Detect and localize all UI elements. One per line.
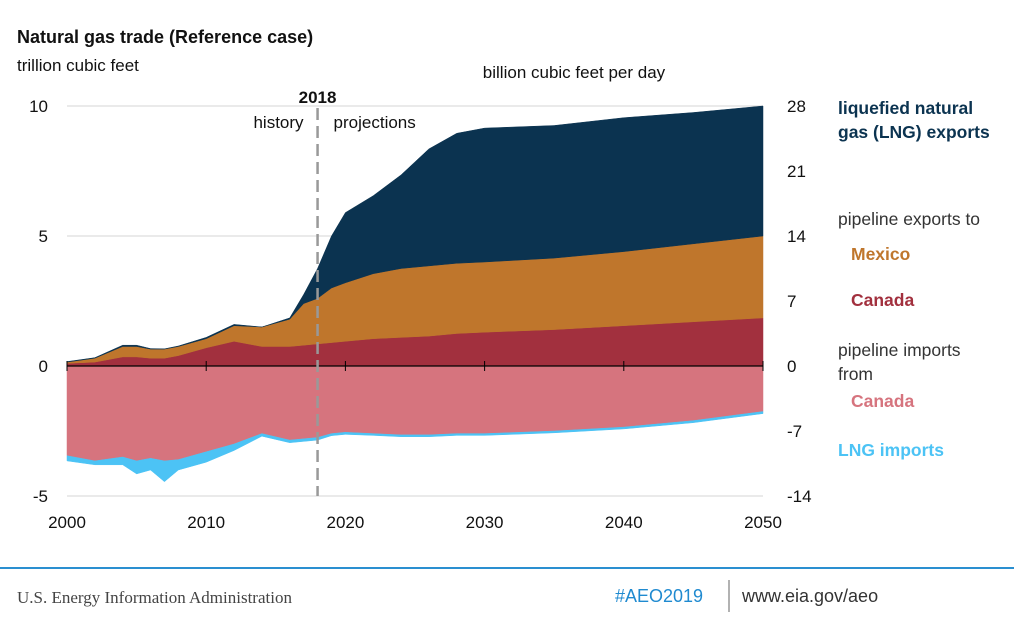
legend-entry: Canada	[851, 290, 915, 310]
legend-entry: liquefied natural gas (LNG) exports	[838, 98, 990, 142]
x-tick-label: 2010	[187, 513, 225, 532]
divider-label: 2018	[299, 88, 337, 107]
y2-tick-label: 14	[787, 227, 806, 246]
legend-entry: LNG imports	[838, 440, 944, 460]
y2-tick-label: 28	[787, 97, 806, 116]
x-tick-label: 2040	[605, 513, 643, 532]
chart-title: Natural gas trade (Reference case)	[17, 27, 313, 47]
y2-tick-label: 21	[787, 162, 806, 181]
x-tick-label: 2050	[744, 513, 782, 532]
y2-tick-label: -14	[787, 487, 812, 506]
y2-tick-label: 0	[787, 357, 796, 376]
legend-entry: Canada	[851, 391, 915, 411]
legend-group: pipeline imports from	[838, 340, 961, 384]
x-tick-label: 2020	[326, 513, 364, 532]
area	[66, 411, 764, 483]
x-tick-label: 2030	[466, 513, 504, 532]
footer-url: www.eia.gov/aeo	[742, 586, 879, 606]
annotation: history	[253, 113, 304, 132]
y2-tick-label: -7	[787, 422, 802, 441]
area	[66, 365, 764, 462]
footer-source: U.S. Energy Information Administration	[17, 588, 292, 607]
y-tick-label: 5	[39, 227, 48, 246]
footer-hashtag: #AEO2019	[615, 586, 704, 606]
y2-tick-label: 7	[787, 292, 796, 311]
y-tick-label: 0	[39, 357, 48, 376]
y-axis-label: trillion cubic feet	[17, 56, 139, 75]
y-tick-label: -5	[33, 487, 48, 506]
y2-axis-label: billion cubic feet per day	[483, 63, 666, 82]
legend-group: pipeline exports to	[838, 209, 981, 229]
annotation: projections	[334, 113, 416, 132]
area	[66, 105, 764, 363]
legend-entry: Mexico	[851, 244, 911, 264]
y-tick-label: 10	[29, 97, 48, 116]
x-tick-label: 2000	[48, 513, 86, 532]
